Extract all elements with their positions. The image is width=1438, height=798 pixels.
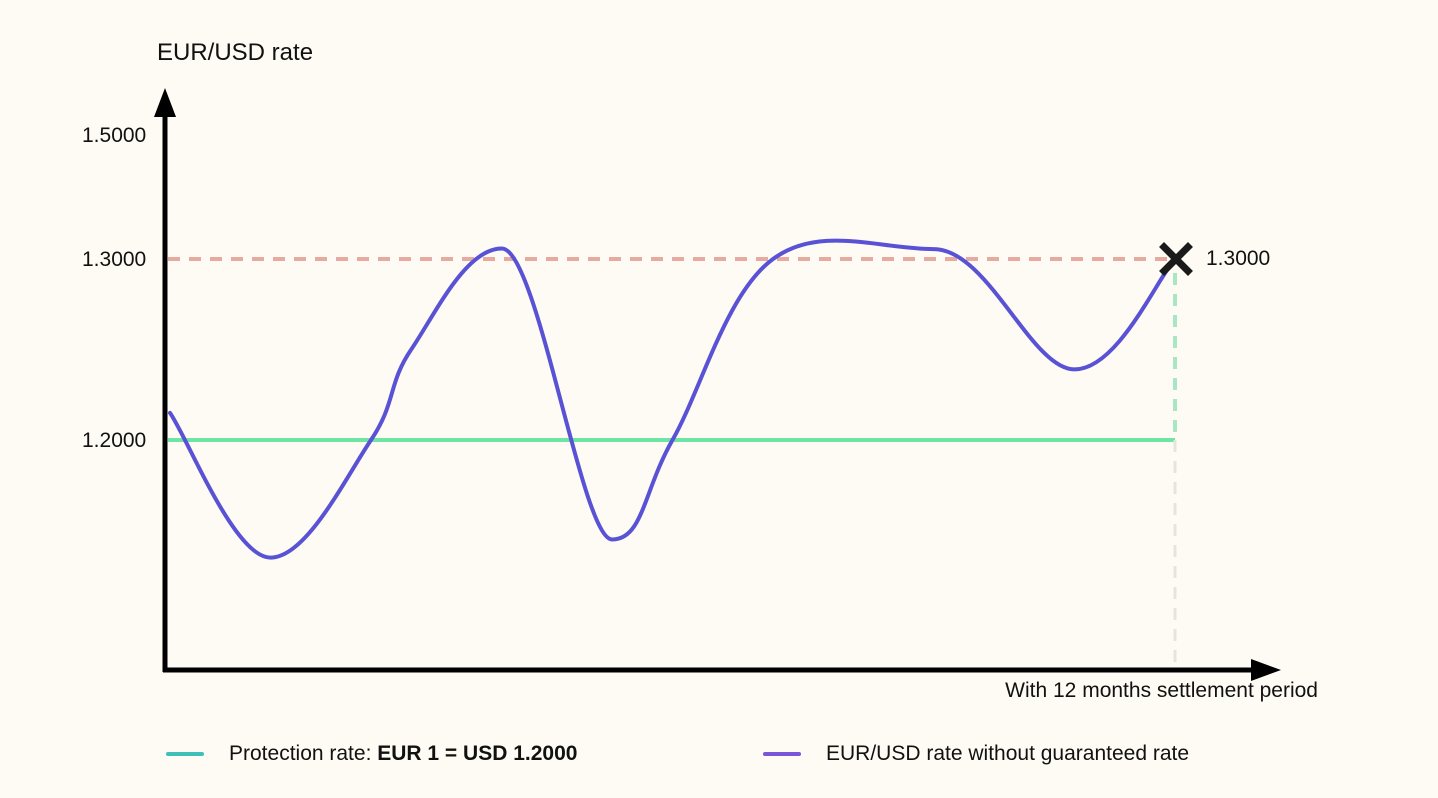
legend: Protection rate: EUR 1 = USD 1.2000 EUR/… bbox=[0, 738, 1438, 770]
x-axis-title: With 12 months settlement period bbox=[1005, 679, 1318, 702]
end-value-label: 1.3000 bbox=[1206, 247, 1270, 270]
legend-label-protection: Protection rate: EUR 1 = USD 1.2000 bbox=[229, 742, 577, 766]
y-tick-label: 1.5000 bbox=[82, 124, 146, 147]
legend-item-protection: Protection rate: EUR 1 = USD 1.2000 bbox=[166, 738, 577, 770]
legend-protection-prefix: Protection rate: bbox=[229, 742, 378, 765]
end-x-marker bbox=[1159, 242, 1193, 276]
x-axis-arrow bbox=[1251, 659, 1281, 681]
legend-item-rate: EUR/USD rate without guaranteed rate bbox=[763, 738, 1189, 770]
y-axis-title: EUR/USD rate bbox=[157, 39, 313, 66]
legend-protection-value: EUR 1 = USD 1.2000 bbox=[377, 742, 578, 765]
legend-swatch-protection bbox=[166, 752, 204, 756]
axes bbox=[154, 88, 1281, 681]
y-axis-arrow bbox=[154, 88, 176, 117]
y-tick-label: 1.3000 bbox=[82, 248, 146, 271]
legend-swatch-rate bbox=[763, 752, 801, 756]
eur-usd-rate-line bbox=[168, 238, 1177, 560]
legend-label-rate: EUR/USD rate without guaranteed rate bbox=[826, 742, 1190, 765]
y-tick-label: 1.2000 bbox=[82, 429, 146, 452]
